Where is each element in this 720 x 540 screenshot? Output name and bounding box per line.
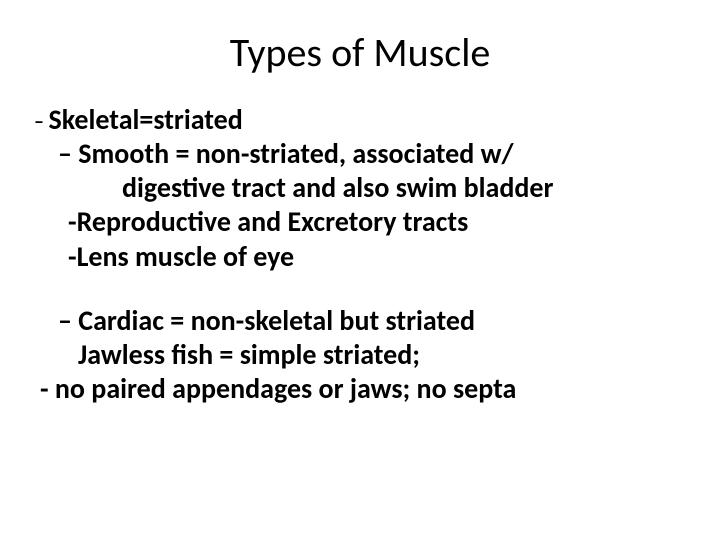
line-smooth: – Smooth = non-striated, associated w/: [52, 137, 690, 171]
line-no-paired: - no paired appendages or jaws; no septa: [34, 372, 690, 406]
line-lens: -Lens muscle of eye: [34, 240, 690, 274]
line-skeletal: – Skeletal=striated: [34, 103, 690, 137]
line-jawless: Jawless fish = simple striated;: [34, 338, 690, 372]
line-smooth-cont: digestive tract and also swim bladder: [34, 171, 690, 205]
slide-body: – Skeletal=striated – Smooth = non-stria…: [30, 103, 690, 406]
bullet-dash: –: [34, 110, 48, 134]
text-skeletal: Skeletal=striated: [48, 102, 242, 137]
slide: { "title": "Types of Muscle", "lines": {…: [0, 0, 720, 540]
line-cardiac: – Cardiac = non-skeletal but striated: [52, 304, 690, 338]
slide-title: Types of Muscle: [30, 28, 690, 77]
line-reproductive: -Reproductive and Excretory tracts: [34, 205, 690, 239]
